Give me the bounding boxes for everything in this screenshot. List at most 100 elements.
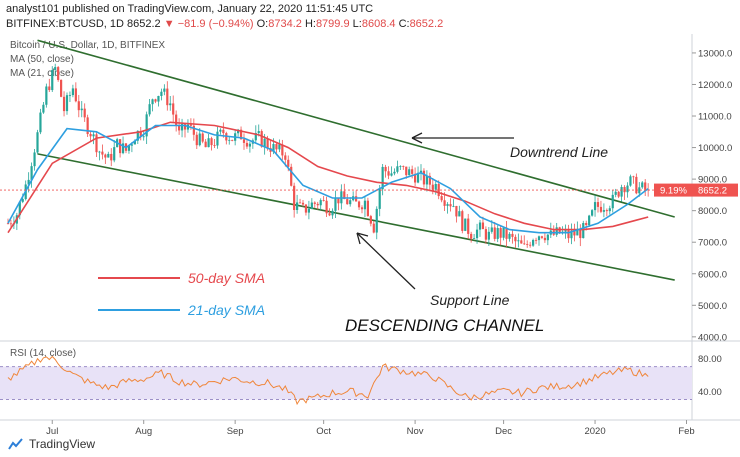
channel-upper-line bbox=[37, 39, 675, 218]
time-tick-label: Jul bbox=[46, 426, 58, 436]
candle bbox=[92, 132, 95, 145]
time-axis[interactable]: Jul Aug Sep Oct Nov Dec 2020 Feb bbox=[46, 420, 695, 436]
candle bbox=[505, 220, 508, 247]
candle bbox=[71, 84, 74, 98]
candle bbox=[608, 205, 611, 215]
candle-body bbox=[570, 230, 573, 239]
candle bbox=[278, 139, 281, 153]
candle bbox=[381, 164, 384, 196]
candle bbox=[635, 173, 638, 195]
candle bbox=[372, 220, 375, 234]
candle-body bbox=[142, 136, 145, 138]
candle bbox=[178, 118, 181, 135]
candle-body bbox=[399, 166, 402, 167]
candle bbox=[478, 220, 482, 237]
candle bbox=[484, 226, 487, 244]
candle-body bbox=[107, 153, 110, 158]
candle bbox=[425, 170, 428, 192]
price-axis[interactable]: 13000.0 12000.0 11000.0 10000.0 9000.0 8000.0… bbox=[692, 48, 732, 343]
candle-body bbox=[42, 104, 45, 113]
price-tick-label: 11000.0 bbox=[698, 112, 732, 123]
candle bbox=[213, 139, 216, 148]
candle bbox=[260, 129, 263, 148]
candle-body bbox=[172, 103, 175, 115]
candle-body bbox=[257, 131, 260, 134]
candle bbox=[36, 129, 39, 154]
candle bbox=[60, 79, 63, 98]
symbol-label: BITFINEX:BTCUSD, 1D bbox=[6, 18, 124, 30]
candle bbox=[644, 179, 647, 197]
candle-body bbox=[446, 204, 449, 206]
candle-body bbox=[523, 243, 526, 245]
tradingview-footer[interactable]: TradingView bbox=[8, 437, 95, 451]
candle-body bbox=[160, 91, 163, 96]
candle-body bbox=[396, 166, 399, 172]
time-tick-label: Feb bbox=[678, 426, 694, 436]
legend-ma50: MA (50, close) bbox=[10, 54, 74, 65]
candle bbox=[408, 166, 411, 176]
candle bbox=[511, 229, 514, 244]
candle-body bbox=[349, 200, 352, 205]
candle bbox=[180, 118, 184, 138]
candle-body bbox=[626, 185, 629, 193]
tradingview-brand: TradingView bbox=[29, 437, 96, 451]
candle bbox=[523, 235, 526, 245]
candle-body bbox=[517, 240, 520, 242]
candle-body bbox=[579, 229, 582, 239]
candle bbox=[160, 88, 163, 101]
candle bbox=[529, 241, 532, 248]
candle-body bbox=[355, 196, 358, 202]
price-pane[interactable] bbox=[0, 34, 692, 340]
candle-body bbox=[237, 129, 240, 134]
price-tick-label: 10000.0 bbox=[698, 143, 732, 154]
candle-body bbox=[537, 236, 541, 241]
candle-body bbox=[381, 166, 384, 190]
candle bbox=[596, 197, 600, 213]
downtrend-label: Downtrend Line bbox=[510, 144, 608, 160]
candle bbox=[502, 227, 505, 241]
price-chart[interactable]: Bitcoin / U.S. Dollar, 1D, BITFINEX MA (… bbox=[0, 34, 740, 436]
candle bbox=[172, 95, 175, 122]
candle bbox=[576, 221, 579, 236]
price-tick-label: 13000.0 bbox=[698, 48, 732, 59]
rsi-tick-label: 80.00 bbox=[698, 354, 722, 365]
candle-body bbox=[411, 169, 414, 174]
candle bbox=[470, 231, 473, 243]
candle bbox=[437, 180, 440, 200]
candle bbox=[384, 164, 387, 178]
candle bbox=[617, 190, 620, 199]
candle-body bbox=[154, 99, 157, 102]
channel-label: DESCENDING CHANNEL bbox=[345, 316, 544, 335]
candle-body bbox=[18, 201, 21, 216]
candle bbox=[331, 208, 334, 219]
candle-body bbox=[644, 182, 647, 190]
candle bbox=[228, 136, 231, 145]
candle-body bbox=[490, 227, 493, 232]
rsi-line bbox=[7, 355, 649, 406]
candle bbox=[248, 141, 251, 153]
candle-body bbox=[248, 143, 251, 147]
time-tick-label: Sep bbox=[227, 426, 244, 436]
candle-body bbox=[310, 202, 313, 209]
candle bbox=[328, 208, 331, 217]
rsi-pane[interactable]: RSI (14, close) 80.00 40.00 bbox=[0, 348, 722, 406]
candle-body bbox=[375, 208, 378, 233]
candle bbox=[204, 139, 207, 148]
candle-body bbox=[493, 227, 496, 239]
candle-body bbox=[119, 139, 122, 154]
candle bbox=[210, 136, 213, 151]
candle-body bbox=[54, 67, 57, 71]
candle-body bbox=[104, 154, 107, 158]
candle-body bbox=[605, 210, 608, 212]
candle bbox=[33, 149, 36, 171]
candle bbox=[605, 208, 608, 217]
candle-body bbox=[89, 134, 92, 137]
candle bbox=[104, 153, 107, 165]
candle-body bbox=[204, 141, 207, 148]
sma50-key-label: 50-day SMA bbox=[188, 270, 265, 286]
candle bbox=[366, 197, 369, 217]
candle bbox=[593, 195, 597, 217]
candle-body bbox=[287, 159, 290, 167]
candle-body bbox=[402, 166, 405, 167]
candle-body bbox=[222, 129, 225, 134]
